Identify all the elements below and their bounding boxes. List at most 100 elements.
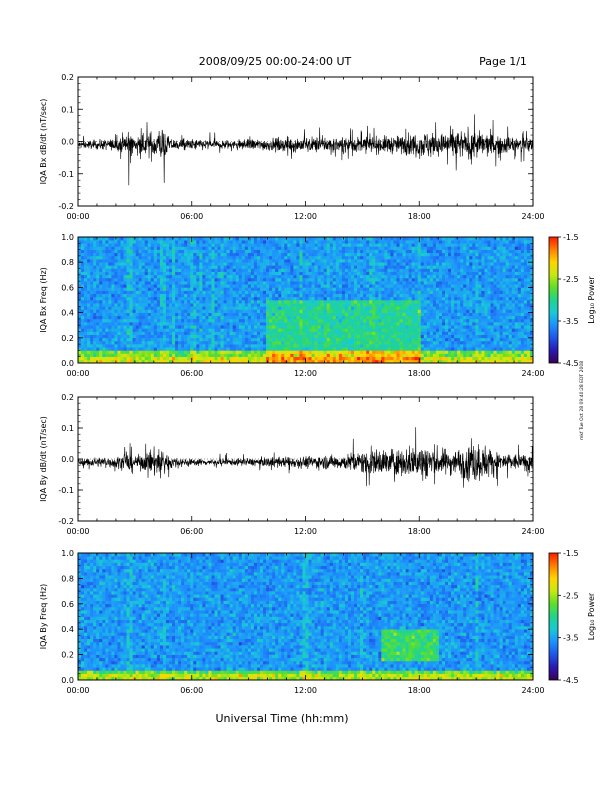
spectrogram-cell	[87, 243, 91, 247]
spectrogram-cell	[159, 300, 164, 304]
spectrogram-cell	[114, 334, 118, 339]
spectrogram-cell	[278, 334, 282, 339]
spectrogram-cell	[420, 259, 425, 263]
spectrogram-cell	[426, 274, 431, 279]
spectrogram-cell	[199, 309, 203, 313]
spectrogram-cell	[214, 337, 218, 342]
spectrogram-cell	[326, 237, 331, 241]
spectrogram-cell	[314, 306, 318, 310]
spectrogram-cell	[293, 353, 297, 357]
spectrogram-cell	[347, 243, 352, 247]
spectrogram-cell	[338, 243, 343, 247]
spectrogram-cell	[111, 265, 115, 269]
spectrogram-cell	[432, 353, 437, 357]
spectrogram-cell	[423, 237, 428, 241]
spectrogram-cell	[214, 259, 218, 263]
spectrogram-cell	[420, 246, 425, 250]
spectrogram-cell	[96, 331, 100, 335]
spectrogram-cell	[244, 255, 249, 260]
spectrogram-cell	[414, 306, 419, 310]
spectrogram-cell	[414, 259, 419, 263]
spectrogram-cell	[320, 340, 324, 345]
spectrogram-cell	[269, 322, 273, 326]
spectrogram-cell	[105, 262, 109, 266]
spectrogram-cell	[384, 240, 388, 244]
spectrogram-cell	[284, 306, 288, 310]
spectrogram-cell	[432, 284, 437, 288]
spectrogram-cell	[114, 303, 118, 307]
spectrogram-cell	[396, 347, 400, 351]
spectrogram-cell	[184, 281, 188, 285]
spectrogram-cell	[411, 249, 415, 254]
spectrogram-cell	[387, 340, 391, 345]
spectrogram-cell	[90, 322, 94, 326]
spectrogram-cell	[420, 325, 425, 329]
spectrogram-cell	[178, 331, 182, 335]
spectrogram-cell	[438, 334, 443, 339]
spectrogram-cell	[220, 284, 224, 288]
spectrogram-cell	[308, 340, 312, 345]
spectrogram-cell	[132, 274, 136, 279]
spectrogram-cell	[405, 359, 409, 364]
spectrogram-cell	[354, 322, 358, 326]
spectrogram-cell	[126, 255, 130, 260]
spectrogram-cell	[438, 347, 443, 351]
spectrogram-cell	[329, 265, 334, 269]
spectrogram-cell	[405, 322, 409, 326]
spectrogram-cell	[263, 287, 267, 291]
spectrogram-cell	[317, 322, 321, 326]
spectrogram-cell	[81, 318, 85, 323]
spectrogram-cell	[175, 287, 179, 291]
spectrogram-cell	[165, 262, 170, 266]
spectrogram-cell	[175, 306, 179, 310]
spectrogram-cell	[153, 287, 158, 291]
spectrogram-cell	[162, 293, 167, 298]
spectrogram-cell	[375, 300, 379, 304]
spectrogram-cell	[287, 303, 291, 307]
spectrogram-cell	[181, 325, 185, 329]
spectrogram-cell	[78, 315, 82, 320]
spectrogram-cell	[223, 243, 227, 247]
spectrogram-cell	[405, 259, 409, 263]
spectrogram-cell	[381, 265, 385, 269]
spectrogram-cell	[411, 274, 415, 279]
spectrogram-cell	[211, 268, 215, 272]
spectrogram-cell	[281, 350, 285, 354]
spectrogram-cell	[226, 300, 230, 304]
spectrogram-cell	[320, 309, 324, 313]
spectrogram-cell	[442, 325, 446, 329]
spectrogram-cell	[117, 296, 121, 301]
spectrogram-cell	[226, 340, 230, 345]
spectrogram-cell	[123, 252, 127, 257]
spectrogram-cell	[232, 281, 237, 285]
spectrogram-cell	[90, 293, 94, 298]
spectrogram-cell	[351, 284, 355, 288]
spectrogram-cell	[253, 296, 258, 301]
spectrogram-cell	[129, 262, 133, 266]
spectrogram-cell	[332, 340, 337, 345]
spectrogram-cell	[445, 356, 449, 361]
spectrogram-cell	[314, 296, 318, 301]
spectrogram-cell	[399, 309, 403, 313]
spectrogram-cell	[184, 315, 188, 320]
spectrogram-cell	[290, 306, 294, 310]
spectrogram-cell	[235, 281, 240, 285]
spectrogram-cell	[396, 359, 400, 364]
spectrogram-cell	[266, 334, 270, 339]
spectrogram-cell	[329, 237, 334, 241]
spectrogram-cell	[126, 322, 130, 326]
spectrogram-cell	[235, 303, 240, 307]
spectrogram-cell	[408, 246, 412, 250]
spectrogram-cell	[226, 353, 230, 357]
spectrogram-cell	[435, 318, 440, 323]
spectrogram-cell	[393, 322, 397, 326]
spectrogram-cell	[114, 309, 118, 313]
spectrogram-cell	[132, 353, 136, 357]
spectrogram-cell	[369, 306, 373, 310]
spectrogram-cell	[208, 277, 212, 282]
spectrogram-cell	[317, 334, 321, 339]
spectrogram-cell	[375, 309, 379, 313]
spectrogram-cell	[351, 340, 355, 345]
spectrogram-cell	[438, 243, 443, 247]
spectrogram-cell	[435, 265, 440, 269]
